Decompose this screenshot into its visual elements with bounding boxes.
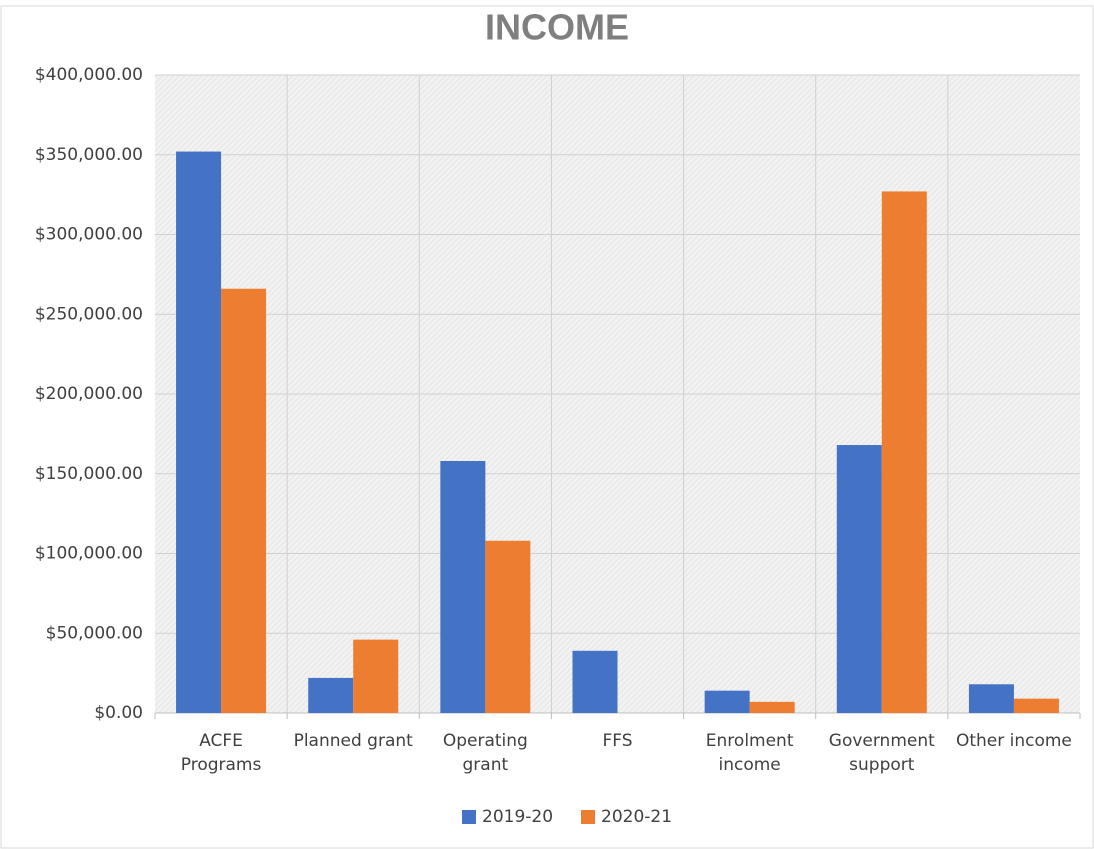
legend-swatch — [462, 810, 476, 824]
y-tick-label: $50,000.00 — [46, 623, 143, 643]
x-tick-label: Other income — [955, 731, 1072, 751]
x-tick-label: ACFE Programs — [180, 731, 262, 775]
bar — [704, 690, 750, 713]
chart-title: INCOME — [485, 7, 629, 48]
x-tick-label: FFS — [602, 731, 633, 751]
y-tick-label: $0.00 — [94, 703, 143, 723]
y-tick-label: $250,000.00 — [35, 304, 143, 324]
bar — [749, 701, 795, 713]
bar — [308, 677, 354, 713]
x-tick-label: Operating grant — [442, 731, 528, 775]
bar — [968, 684, 1014, 713]
y-tick-label: $150,000.00 — [35, 464, 143, 484]
legend-swatch — [581, 810, 595, 824]
chart-border — [0, 5, 1094, 849]
x-tick-label: Planned grant — [293, 731, 413, 751]
y-tick-label: $350,000.00 — [35, 145, 143, 165]
bar — [485, 540, 531, 713]
y-tick-label: $400,000.00 — [35, 65, 143, 85]
bar — [836, 445, 882, 713]
x-tick-label: Government support — [828, 731, 935, 775]
bar — [1013, 698, 1059, 713]
bar — [881, 191, 927, 713]
y-tick-label: $200,000.00 — [35, 384, 143, 404]
bar — [440, 460, 486, 713]
x-tick-label: Enrolment income — [705, 731, 794, 775]
legend-label: 2019-20 — [482, 807, 553, 827]
y-tick-label: $300,000.00 — [35, 225, 143, 245]
bar — [572, 650, 618, 713]
legend-label: 2020-21 — [601, 807, 672, 827]
bar — [221, 288, 267, 713]
bar — [176, 151, 222, 713]
y-tick-label: $100,000.00 — [35, 544, 143, 564]
bar — [353, 639, 399, 713]
